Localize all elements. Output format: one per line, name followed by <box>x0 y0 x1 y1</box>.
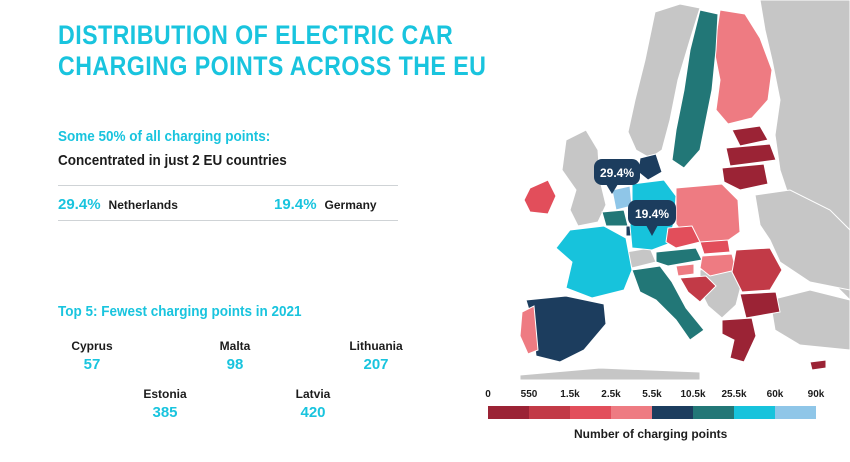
stat-country: Germany <box>324 198 377 212</box>
divider-top <box>58 185 398 186</box>
callout-label: 29.4% <box>600 166 634 180</box>
stat-netherlands: 29.4% Netherlands <box>58 196 178 214</box>
map-country-italy <box>631 265 705 341</box>
legend-tick: 550 <box>520 389 538 400</box>
map-country-denmark <box>637 153 663 181</box>
map-land-turkey <box>769 289 850 351</box>
fewest-item-lithuania: Lithuania 207 <box>336 339 416 373</box>
map-country-belgium <box>601 209 629 227</box>
map-country-cyprus <box>809 359 827 371</box>
map-country-hungary <box>699 253 737 277</box>
map-country-greece <box>721 317 757 363</box>
fewest-title: Top 5: Fewest charging points in 2021 <box>58 303 302 320</box>
map-country-slovakia <box>699 239 731 255</box>
map-country-sweden <box>671 9 719 169</box>
title-line-1: DISTRIBUTION OF ELECTRIC CAR <box>58 20 454 50</box>
map-country-croatia <box>679 275 717 303</box>
fewest-country: Malta <box>219 339 251 353</box>
legend-tick: 25.5k <box>721 389 747 400</box>
fewest-value: 207 <box>363 356 389 373</box>
legend-tick: 90k <box>807 389 825 400</box>
page-title: DISTRIBUTION OF ELECTRIC CAR CHARGING PO… <box>58 20 486 82</box>
callout-germany: 19.4% <box>628 200 676 236</box>
map-country-lithuania <box>721 163 769 191</box>
stat-value: 29.4% <box>58 196 101 213</box>
map-country-finland <box>713 9 773 125</box>
legend-swatch <box>693 406 734 419</box>
legend-title: Number of charging points <box>574 427 728 441</box>
legend-tick: 2.5k <box>601 389 621 400</box>
map-land-belarus-ukraine <box>754 189 850 291</box>
fewest-country: Latvia <box>295 387 331 401</box>
map-country-slovenia <box>675 263 695 277</box>
legend-tick: 0 <box>485 389 491 400</box>
map-land-north-africa <box>519 367 701 380</box>
fewest-country: Lithuania <box>349 339 403 353</box>
stat-germany: 19.4% Germany <box>274 196 377 214</box>
fewest-value: 57 <box>83 356 101 373</box>
legend-swatch <box>570 406 611 419</box>
map-country-bulgaria <box>739 291 781 319</box>
title-line-2: CHARGING POINTS ACROSS THE EU <box>58 51 487 81</box>
map-country-romania <box>731 247 783 293</box>
fewest-item-estonia: Estonia 385 <box>125 387 205 421</box>
europe-map: 29.4% 19.4% <box>519 0 850 380</box>
map-land-norway <box>627 3 701 159</box>
legend-tick: 5.5k <box>642 389 662 400</box>
map-country-estonia <box>731 125 769 147</box>
legend-swatch <box>529 406 570 419</box>
fewest-item-cyprus: Cyprus 57 <box>52 339 132 373</box>
legend-tick: 1.5k <box>560 389 580 400</box>
legend-swatch <box>775 406 816 419</box>
fewest-item-malta: Malta 98 <box>195 339 275 373</box>
callout-netherlands: 29.4% <box>594 159 640 194</box>
fewest-country: Estonia <box>143 387 187 401</box>
map-country-latvia <box>725 143 777 167</box>
concentration-subtitle: Some 50% of all charging points: <box>58 128 271 145</box>
divider-bottom <box>58 220 398 221</box>
fewest-value: 385 <box>152 404 178 421</box>
legend-swatch <box>611 406 652 419</box>
fewest-item-latvia: Latvia 420 <box>273 387 353 421</box>
map-country-france <box>555 225 633 299</box>
map-country-austria <box>655 247 703 267</box>
legend-tick: 10.5k <box>680 389 706 400</box>
map-country-ireland <box>523 179 557 215</box>
legend-tick: 60k <box>766 389 784 400</box>
fewest-value: 420 <box>300 404 326 421</box>
legend-swatch <box>488 406 529 419</box>
map-country-spain <box>525 295 607 363</box>
legend-swatch <box>734 406 775 419</box>
callout-label: 19.4% <box>635 207 669 221</box>
stat-value: 19.4% <box>274 196 317 213</box>
map-country-portugal <box>519 305 539 355</box>
map-country-czech <box>665 225 701 249</box>
fewest-value: 98 <box>226 356 244 373</box>
map-land-uk <box>561 129 607 227</box>
fewest-country: Cyprus <box>71 339 113 353</box>
concentration-headline: Concentrated in just 2 EU countries <box>58 152 287 169</box>
stat-country: Netherlands <box>108 198 178 212</box>
legend-swatch <box>652 406 693 419</box>
